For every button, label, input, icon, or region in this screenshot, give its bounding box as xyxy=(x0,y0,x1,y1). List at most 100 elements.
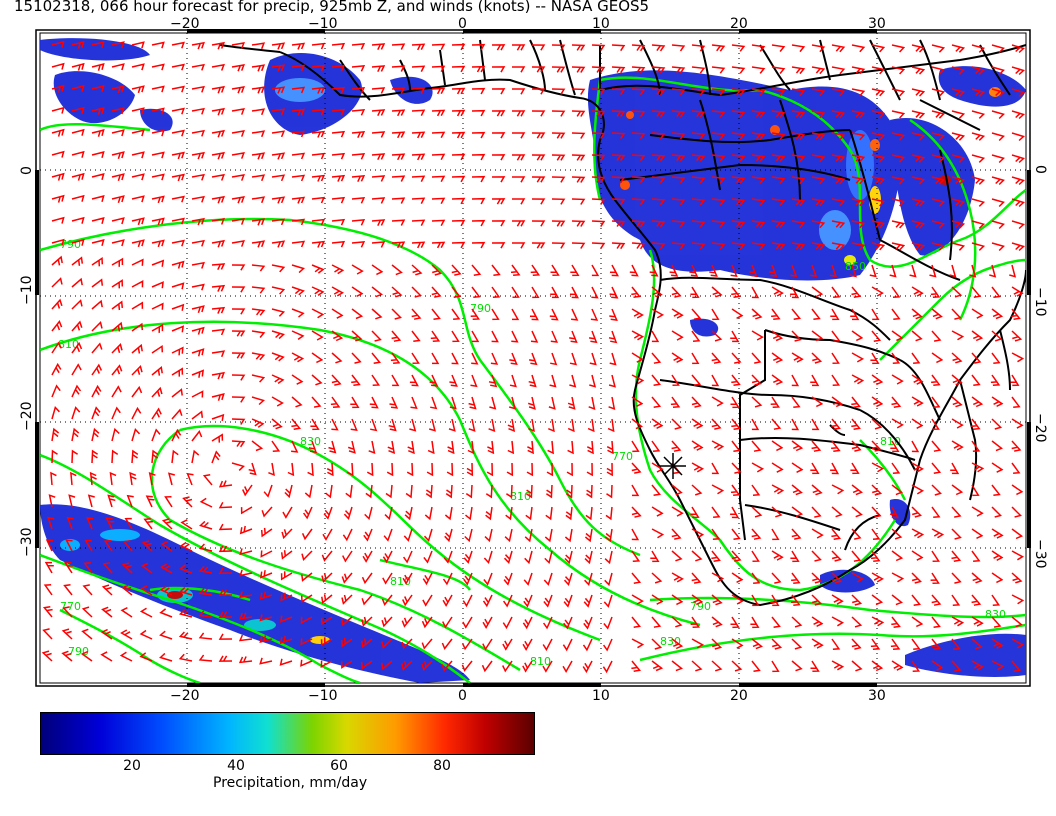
wind-barb xyxy=(651,44,666,52)
wind-barb xyxy=(791,418,800,431)
wind-barb xyxy=(321,572,333,583)
wind-barb xyxy=(470,308,480,321)
wind-barb xyxy=(291,240,306,248)
wind-barb xyxy=(491,198,506,205)
wind-barb xyxy=(951,330,965,341)
wind-barb xyxy=(411,352,420,365)
wind-barb xyxy=(991,440,1003,452)
wind-barb xyxy=(691,396,702,408)
wind-barb xyxy=(631,242,646,250)
wind-barb xyxy=(291,308,305,318)
wind-barb xyxy=(121,562,133,574)
wind-barb xyxy=(471,175,486,183)
wind-barb xyxy=(691,528,705,539)
wind-barb xyxy=(431,197,446,205)
wind-barb xyxy=(949,264,957,278)
wind-barb xyxy=(989,264,997,278)
wind-barb xyxy=(891,572,905,583)
wind-barb xyxy=(139,652,153,662)
wind-barb xyxy=(791,220,806,229)
wind-barb xyxy=(567,418,575,433)
wind-barb xyxy=(911,286,924,297)
wind-barb xyxy=(351,65,366,72)
wind-barb xyxy=(550,286,560,299)
wind-barb xyxy=(351,308,364,320)
wind-barb xyxy=(491,330,499,343)
wind-barb xyxy=(971,660,985,671)
wind-barb xyxy=(291,42,306,50)
wind-barb xyxy=(971,374,981,387)
wind-barb xyxy=(198,654,213,662)
wind-barb xyxy=(371,131,386,138)
wind-barb xyxy=(391,87,406,94)
wind-barb xyxy=(331,264,345,275)
wind-barb xyxy=(711,440,725,451)
wind-barb xyxy=(211,217,225,225)
wind-barb xyxy=(569,286,579,299)
wind-barb xyxy=(545,484,553,499)
wind-barb xyxy=(291,218,306,226)
wind-barb xyxy=(651,154,666,162)
wind-barb xyxy=(411,175,426,182)
wind-barb xyxy=(591,88,606,96)
wind-barb xyxy=(891,220,906,229)
wind-barb xyxy=(690,506,700,519)
wind-barb xyxy=(811,418,820,431)
wind-barb xyxy=(891,66,906,75)
wind-barb xyxy=(911,88,926,97)
wind-barb xyxy=(191,173,205,181)
wind-barb xyxy=(451,175,466,183)
wind-barb xyxy=(931,462,942,474)
wind-barb xyxy=(411,87,426,94)
wind-barb xyxy=(271,64,286,72)
wind-barb xyxy=(951,506,962,518)
wind-barb xyxy=(131,364,143,376)
wind-barb xyxy=(242,484,253,497)
wind-barb xyxy=(502,660,513,673)
wind-barb xyxy=(971,484,980,497)
graticule xyxy=(40,33,1026,683)
wind-barb xyxy=(650,550,660,563)
wind-barb xyxy=(331,374,342,386)
wind-barb xyxy=(351,175,366,183)
wind-barb xyxy=(690,616,700,629)
wind-barb xyxy=(523,572,533,586)
wind-barb xyxy=(690,286,700,299)
wind-barb xyxy=(850,462,860,475)
wind-barb xyxy=(371,175,386,182)
wind-barb xyxy=(931,506,941,519)
wind-barb xyxy=(771,110,786,118)
wind-barb xyxy=(751,66,766,74)
wind-barb xyxy=(171,260,185,269)
wind-barb xyxy=(199,520,213,530)
wind-barb xyxy=(591,264,600,277)
wind-barb xyxy=(871,572,884,583)
wind-barb xyxy=(131,151,145,159)
wind-barb xyxy=(911,484,925,495)
wind-barb xyxy=(546,462,554,477)
wind-barbs xyxy=(41,40,1025,674)
wind-barb xyxy=(851,594,863,606)
wind-barb xyxy=(891,154,906,163)
wind-barb xyxy=(931,110,946,119)
wind-barb xyxy=(1011,88,1025,98)
wind-barb xyxy=(1011,418,1024,429)
wind-barb xyxy=(589,374,597,388)
wind-barb xyxy=(891,132,906,141)
wind-barb xyxy=(831,352,840,365)
wind-barb xyxy=(482,638,493,651)
wind-barb xyxy=(231,152,245,159)
wind-barb xyxy=(584,550,593,565)
wind-barb xyxy=(91,239,105,247)
wind-barb xyxy=(562,638,573,652)
wind-barb xyxy=(251,264,266,272)
wind-barb xyxy=(871,308,880,321)
wind-barb xyxy=(751,132,766,140)
wind-barb xyxy=(871,396,884,408)
wind-barb xyxy=(311,352,324,364)
wind-barb xyxy=(111,257,124,267)
wind-barb xyxy=(409,374,419,387)
wind-barb xyxy=(544,550,553,565)
wind-barb xyxy=(111,406,121,420)
wind-barb xyxy=(371,374,381,387)
